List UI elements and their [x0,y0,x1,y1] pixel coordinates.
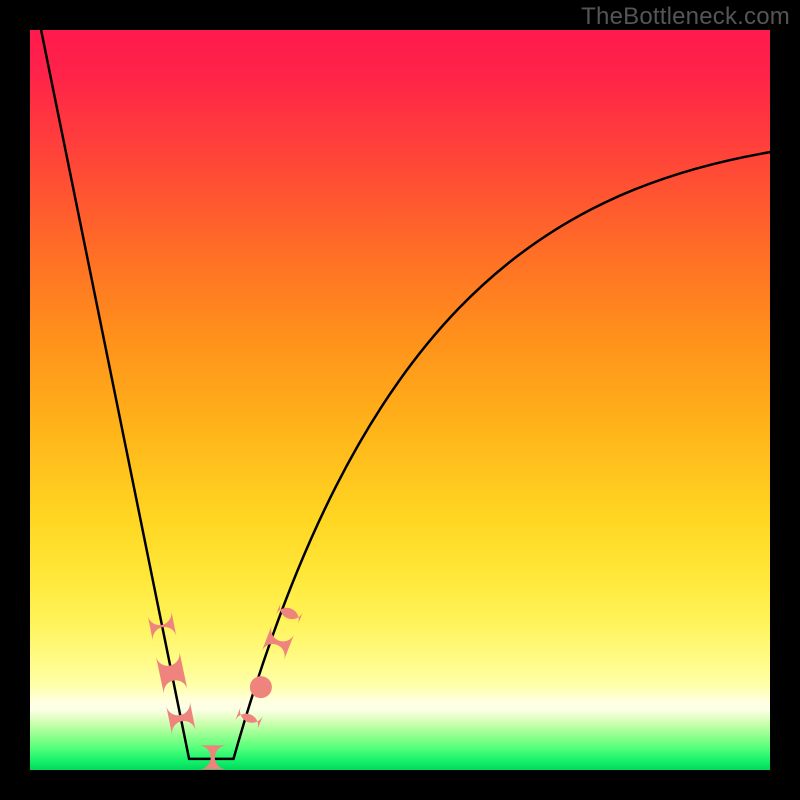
marker-dot [250,676,272,698]
plot-background [30,30,770,770]
watermark-text: TheBottleneck.com [581,3,790,31]
chart-container: TheBottleneck.com [0,0,800,800]
bottleneck-chart [0,0,800,800]
